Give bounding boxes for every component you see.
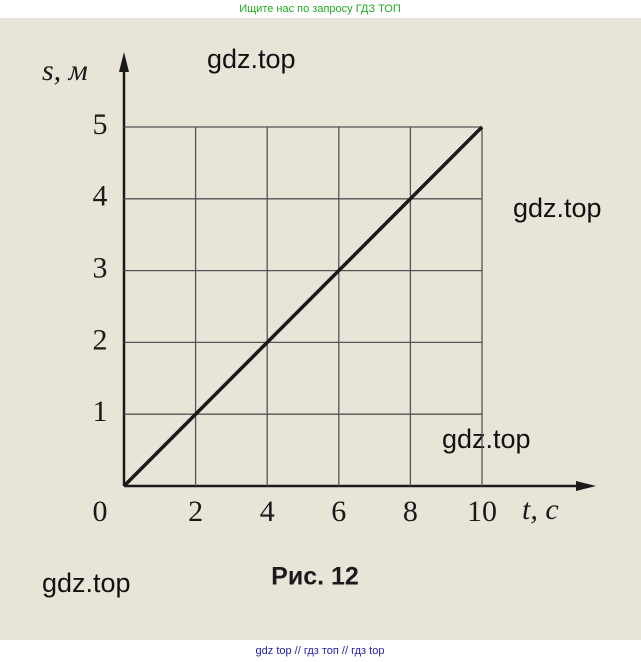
header: Ищите нас по запросу ГДЗ ТОП [239, 3, 401, 15]
x-tick-label: 4 [260, 495, 275, 528]
x-tick-label: 2 [188, 495, 203, 528]
watermark: gdz.top [207, 44, 296, 74]
x-tick-label: 8 [403, 495, 418, 528]
y-tick-label: 5 [93, 108, 108, 141]
y-tick-label: 3 [93, 251, 108, 284]
x-axis-label: t, с [522, 493, 559, 526]
watermark: gdz.top [442, 424, 531, 454]
x-tick-label: 6 [331, 495, 346, 528]
y-tick-label: 2 [93, 323, 108, 356]
footer: gdz top // гдз топ // гдз top [256, 645, 385, 657]
x-tick-label: 0 [93, 495, 108, 528]
x-tick-label: 10 [467, 495, 497, 528]
y-axis-label: s, м [42, 54, 88, 87]
caption: Рис. 12 [271, 563, 359, 591]
y-tick-label: 1 [93, 395, 108, 428]
x-arrow [576, 481, 596, 491]
data-line [122, 125, 484, 488]
watermark: gdz.top [513, 193, 602, 223]
y-arrow [119, 52, 129, 72]
watermark: gdz.top [42, 568, 131, 598]
y-tick-label: 4 [93, 180, 108, 213]
paper [0, 18, 641, 640]
